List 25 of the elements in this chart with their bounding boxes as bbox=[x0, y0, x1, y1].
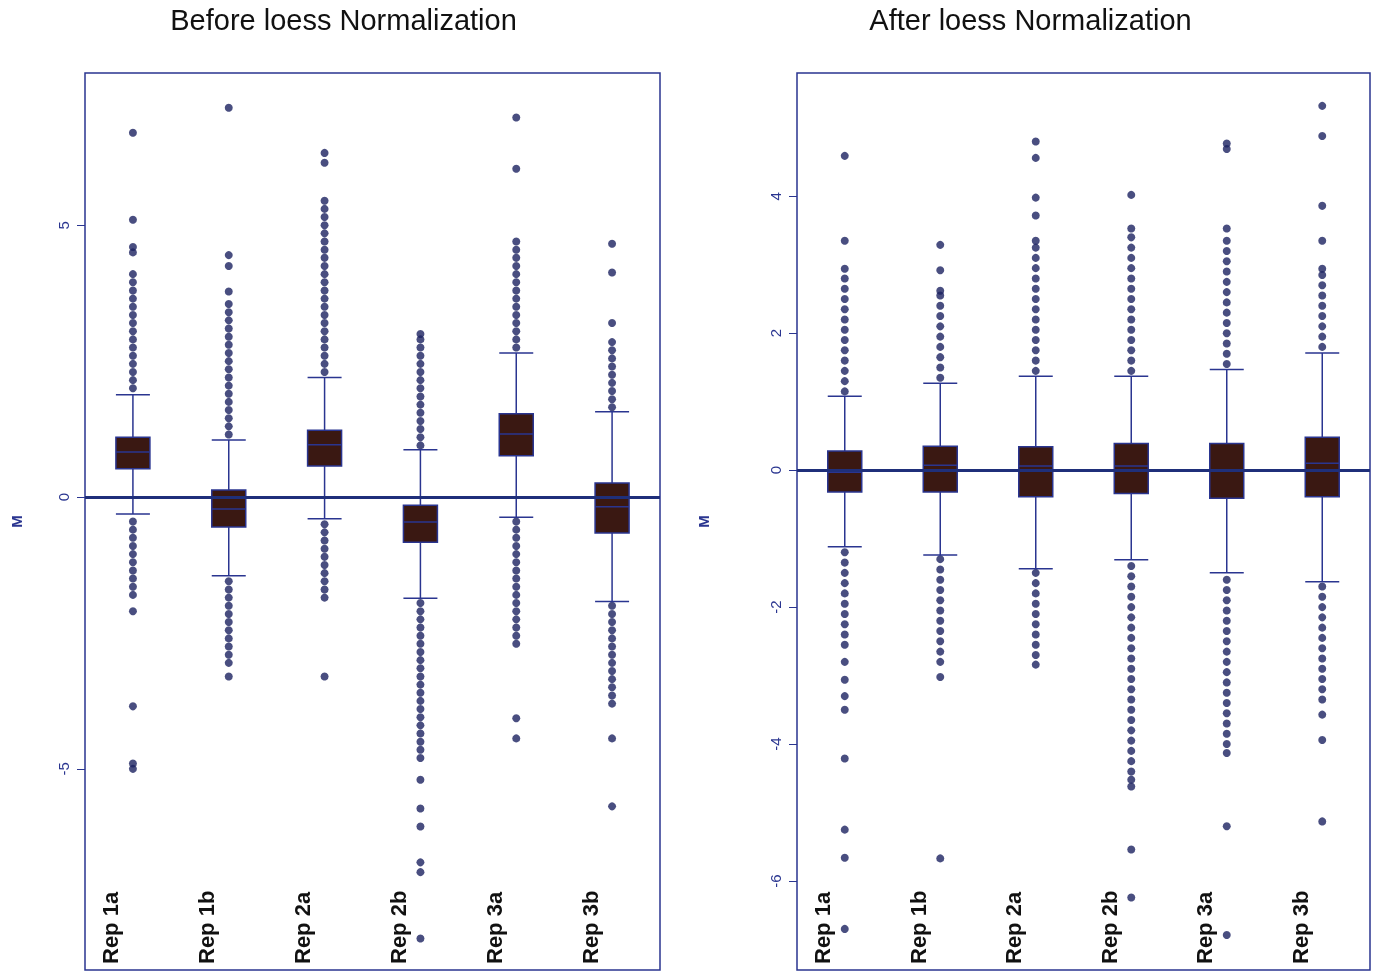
x-tick-label: Rep 1a bbox=[98, 891, 124, 964]
x-tick-label: Rep 1b bbox=[905, 890, 931, 964]
y-tick-label: 5 bbox=[55, 221, 72, 230]
y-tick-label: -2 bbox=[767, 600, 784, 614]
x-tick-label: Rep 2a bbox=[1001, 891, 1027, 964]
x-tick-label: Rep 3b bbox=[1287, 890, 1313, 964]
x-tick-label: Rep 3a bbox=[481, 891, 507, 964]
x-tick-label: Rep 3a bbox=[1192, 891, 1218, 964]
y-tick-label: 4 bbox=[767, 192, 784, 201]
y-axis-title: M bbox=[8, 515, 25, 528]
x-tick-label: Rep 3b bbox=[577, 890, 603, 964]
x-tick-label: Rep 2a bbox=[290, 891, 316, 964]
x-tick-label: Rep 1a bbox=[810, 891, 836, 964]
y-tick-label: 0 bbox=[767, 465, 784, 475]
y-tick-label: -6 bbox=[767, 874, 784, 888]
x-tick-label: Rep 1b bbox=[194, 890, 220, 964]
chart-title: After loess Normalization bbox=[869, 3, 1192, 36]
y-tick-label: 2 bbox=[767, 329, 784, 338]
x-tick-label: Rep 2b bbox=[385, 890, 411, 964]
y-tick-label: 0 bbox=[55, 492, 72, 502]
x-tick-label: Rep 2b bbox=[1096, 890, 1122, 964]
y-axis-title: M bbox=[695, 515, 712, 528]
chart-title: Before loess Normalization bbox=[170, 3, 517, 36]
y-tick-label: -4 bbox=[767, 737, 784, 751]
y-tick-label: -5 bbox=[55, 762, 72, 776]
